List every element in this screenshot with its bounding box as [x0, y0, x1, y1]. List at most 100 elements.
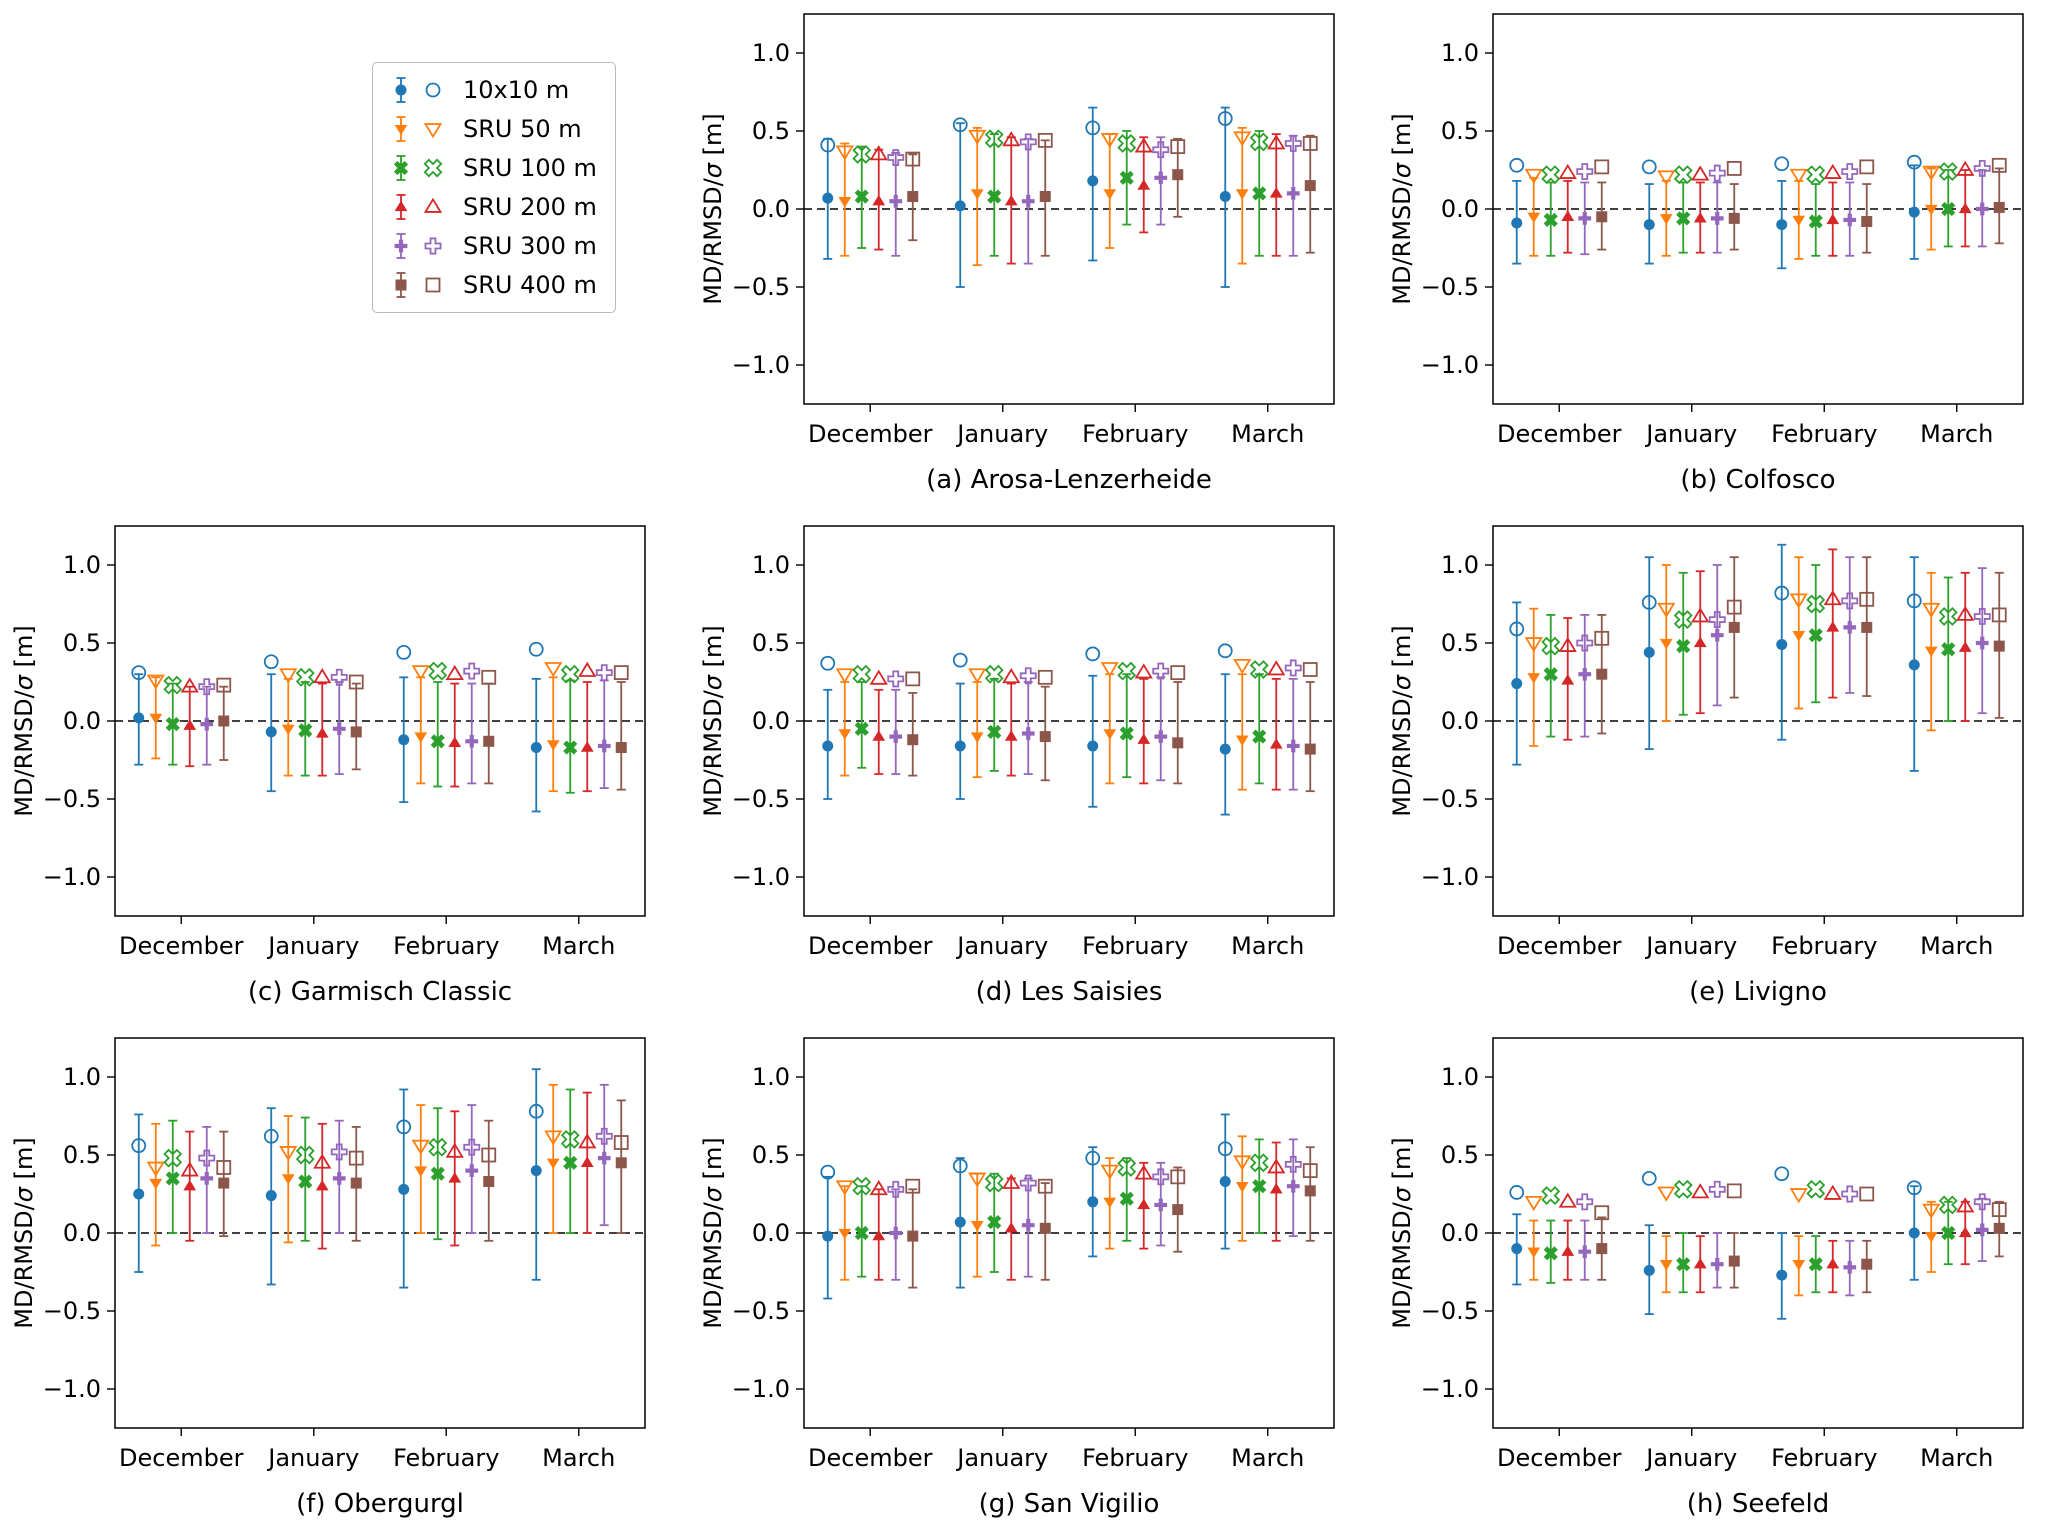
x-tick-label: December	[1497, 1444, 1622, 1472]
legend-rmsd-marker	[425, 277, 441, 293]
md-marker	[1924, 646, 1938, 658]
rmsd-marker	[279, 668, 298, 684]
rmsd-marker	[1100, 132, 1119, 149]
md-marker	[1087, 175, 1099, 187]
md-marker	[580, 741, 594, 752]
y-tick-label: −1.0	[1421, 351, 1479, 379]
md-marker	[165, 1171, 180, 1186]
rmsd-marker	[1691, 607, 1710, 623]
rmsd-marker	[1708, 1180, 1726, 1198]
rmsd-marker	[445, 664, 464, 681]
rmsd-marker	[1956, 605, 1975, 621]
series-sru-100-m	[163, 1088, 580, 1242]
series-sru-200-m	[1558, 160, 1975, 257]
md-marker	[332, 722, 346, 736]
x-tick-label: March	[1231, 420, 1304, 448]
md-marker	[987, 1215, 1002, 1230]
axes-frame	[1492, 525, 2024, 917]
rmsd-marker	[1726, 1183, 1742, 1199]
md-marker	[350, 726, 362, 738]
md-marker	[1286, 187, 1300, 200]
md-marker	[1710, 211, 1724, 225]
series-10x10-m	[1509, 1166, 1922, 1320]
rmsd-marker	[1594, 630, 1610, 646]
md-marker	[889, 194, 903, 208]
rmsd-marker	[1267, 660, 1286, 676]
y-tick-label: −1.0	[1421, 863, 1479, 891]
legend-label: SRU 300 m	[463, 232, 597, 260]
subplot-san-vigilio: −1.0 −0.5 0.0 0.5 1.0 December January February…	[689, 1024, 1378, 1537]
md-marker	[1269, 187, 1283, 198]
md-marker	[398, 734, 410, 746]
md-marker	[1693, 636, 1707, 648]
md-marker	[1172, 737, 1184, 749]
md-marker	[1527, 212, 1541, 224]
axes-frame	[1492, 13, 2024, 405]
series-10x10-m	[1509, 154, 1922, 270]
rmsd-marker	[445, 1142, 464, 1158]
axes-frame	[1492, 1037, 2024, 1429]
md-marker	[1252, 1179, 1267, 1194]
md-marker	[332, 1172, 346, 1185]
rmsd-marker	[263, 1128, 279, 1144]
md-marker	[838, 729, 852, 740]
subplot-title: (h) Seefeld	[1687, 1489, 1829, 1519]
rmsd-marker	[1991, 157, 2007, 173]
md-marker	[1087, 740, 1099, 752]
md-marker	[1908, 659, 1920, 671]
y-axis-label: MD/RMSD/σ [m]	[1388, 1137, 1416, 1328]
subplot-a-svg: −1.0 −0.5 0.0 0.5 1.0 December January February…	[699, 13, 1335, 495]
y-tick-label: −0.5	[1421, 1297, 1479, 1325]
rmsd-marker	[869, 669, 888, 685]
series-sru-300-m	[1576, 556, 1991, 738]
md-marker	[822, 740, 834, 752]
x-tick-label: March	[542, 932, 615, 960]
md-marker	[298, 723, 313, 738]
legend-md-marker	[394, 239, 408, 253]
md-marker	[1993, 640, 2005, 652]
md-marker	[838, 1228, 852, 1240]
md-marker	[1154, 171, 1168, 185]
md-marker	[1958, 1226, 1972, 1238]
subplot-title: (d) Les Saisies	[976, 977, 1163, 1007]
series-10x10-m	[131, 641, 544, 813]
x-tick-label: February	[1082, 420, 1188, 448]
legend-cell: 10x10 m SRU 50 m SRU 100 m SRU 200 m SRU 300…	[0, 0, 689, 512]
md-marker	[1792, 631, 1806, 642]
y-tick-label: 0.0	[1441, 707, 1479, 735]
series-sru-50-m	[1524, 1186, 1941, 1297]
md-marker	[218, 1177, 230, 1189]
legend-glyph	[394, 194, 443, 220]
rmsd-marker	[1302, 136, 1318, 151]
rmsd-marker	[1841, 592, 1859, 610]
rmsd-marker	[595, 664, 613, 682]
md-marker	[1808, 628, 1823, 643]
y-tick-label: 0.0	[752, 195, 790, 223]
rmsd-marker	[481, 669, 497, 685]
subplot-c-svg: −1.0 −0.5 0.0 0.5 1.0 December January February…	[10, 525, 646, 1007]
md-marker	[1511, 217, 1523, 229]
rmsd-marker	[613, 1135, 629, 1150]
rmsd-marker	[1558, 163, 1577, 179]
md-marker	[1941, 1225, 1956, 1241]
md-marker	[1004, 194, 1018, 206]
rmsd-marker	[905, 1178, 921, 1194]
y-axis-label: MD/RMSD/σ [m]	[10, 1137, 38, 1328]
y-tick-label: 0.0	[1441, 1219, 1479, 1247]
y-axis-label: MD/RMSD/σ [m]	[699, 625, 727, 816]
y-tick-label: −0.5	[732, 1297, 790, 1325]
subplot-f-svg: −1.0 −0.5 0.0 0.5 1.0 December January February…	[10, 1037, 646, 1519]
md-marker	[1543, 667, 1558, 682]
md-marker	[465, 1164, 479, 1177]
md-marker	[1676, 639, 1691, 654]
rmsd-marker	[1170, 139, 1186, 155]
md-marker	[1693, 1257, 1707, 1269]
series-sru-300-m	[887, 133, 1302, 265]
md-marker	[1710, 628, 1724, 642]
rmsd-marker	[1117, 1158, 1137, 1177]
rmsd-marker	[1938, 1195, 1958, 1215]
rmsd-marker	[1673, 610, 1693, 630]
series-sru-50-m	[835, 658, 1252, 791]
md-marker	[970, 189, 984, 200]
md-marker	[1137, 1198, 1151, 1210]
